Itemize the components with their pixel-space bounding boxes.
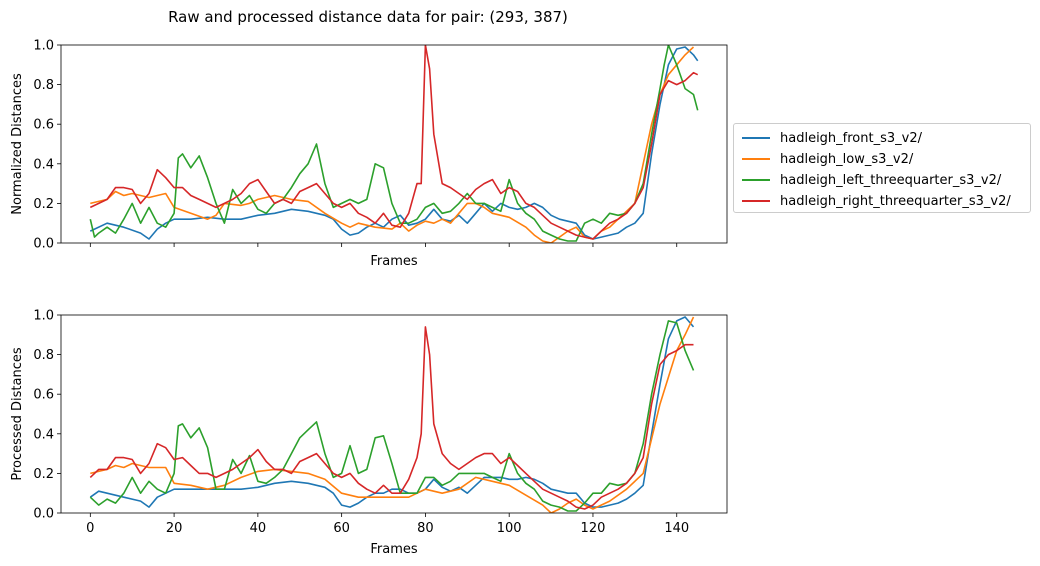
legend-item-front: hadleigh_front_s3_v2/ xyxy=(742,128,922,148)
x-tick-label: 20 xyxy=(166,521,183,536)
series-line-front xyxy=(89,316,695,508)
x-tick-label: 0 xyxy=(86,521,94,536)
series-line-right-threequarter xyxy=(89,326,694,510)
x-axis-label: Frames xyxy=(370,542,418,557)
raw-distances-panel: 0.0 0.2 0.4 0.6 0.8 1.0 Frames Normalized Dista… xyxy=(10,39,728,269)
y-tick-label: 0.0 xyxy=(33,507,54,522)
series-line-low xyxy=(90,316,695,513)
legend-label-low: hadleigh_low_s3_v2/ xyxy=(780,151,914,167)
y-tick-label: 1.0 xyxy=(33,309,54,324)
y-tick-label: 0.4 xyxy=(33,157,54,172)
x-tick-label: 60 xyxy=(333,521,350,536)
legend-item-low: hadleigh_low_s3_v2/ xyxy=(742,149,913,169)
legend-item-right-threequarter: hadleigh_right_threequarter_s3_v2/ xyxy=(742,191,1011,211)
x-axis-label: Frames xyxy=(370,254,418,269)
legend-label-front: hadleigh_front_s3_v2/ xyxy=(780,130,922,146)
axes-frame xyxy=(60,314,728,514)
series-line-left-threequarter xyxy=(89,45,699,242)
y-tick-label: 1.0 xyxy=(33,39,54,54)
series-line-low xyxy=(90,46,695,243)
chart-title: Raw and processed distance data for pair… xyxy=(168,8,568,26)
legend-swatch-left-threequarter xyxy=(742,179,770,181)
legend-swatch-low xyxy=(742,158,770,160)
y-tick-label: 0.8 xyxy=(33,348,54,363)
legend-swatch-front xyxy=(742,137,770,139)
x-tick-label: 100 xyxy=(497,521,522,536)
y-tick-label: 0.2 xyxy=(33,467,54,482)
y-axis-label: Normalized Distances xyxy=(10,73,25,215)
legend-label-left-threequarter: hadleigh_left_threequarter_s3_v2/ xyxy=(780,172,1002,188)
y-tick-label: 0.8 xyxy=(33,78,54,93)
series-line-left-threequarter xyxy=(89,320,695,512)
legend-item-left-threequarter: hadleigh_left_threequarter_s3_v2/ xyxy=(742,170,1001,190)
x-tick-label: 80 xyxy=(417,521,434,536)
x-tick-label: 140 xyxy=(664,521,689,536)
legend: hadleigh_front_s3_v2/ hadleigh_low_s3_v2… xyxy=(733,123,1031,213)
y-tick-label: 0.6 xyxy=(33,118,54,133)
series-line-front xyxy=(89,46,699,240)
axes-frame xyxy=(60,44,728,244)
x-tick-label: 40 xyxy=(250,521,267,536)
y-tick-label: 0.2 xyxy=(33,197,54,212)
y-tick-label: 0.0 xyxy=(33,237,54,252)
legend-swatch-right-threequarter xyxy=(742,200,770,202)
y-tick-label: 0.6 xyxy=(33,388,54,403)
legend-label-right-threequarter: hadleigh_right_threequarter_s3_v2/ xyxy=(780,193,1011,209)
y-axis-label: Processed Distances xyxy=(10,347,25,481)
y-tick-label: 0.4 xyxy=(33,427,54,442)
x-tick-label: 120 xyxy=(581,521,606,536)
series-line-right-threequarter xyxy=(89,45,699,240)
processed-distances-panel: 0.0 0.2 0.4 0.6 0.8 1.0 0 20 40 60 80 100 120 140 Fram… xyxy=(10,309,728,557)
